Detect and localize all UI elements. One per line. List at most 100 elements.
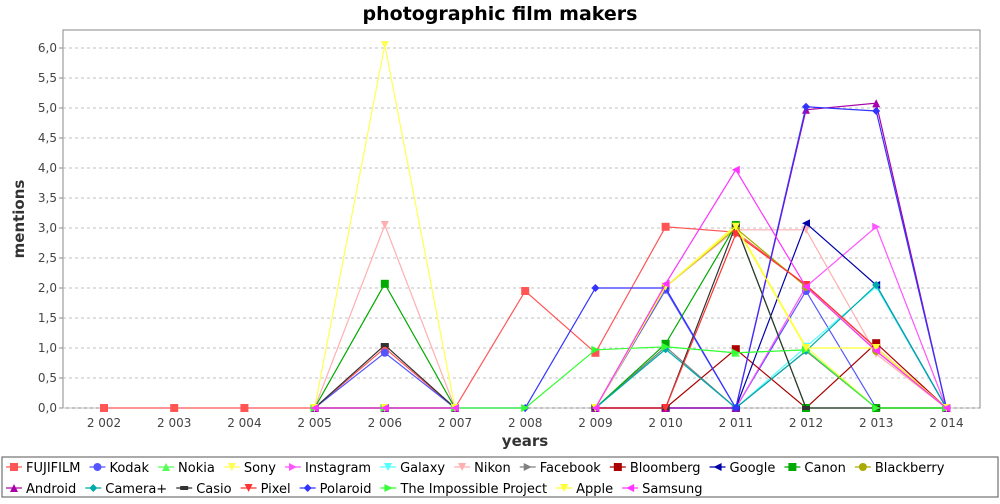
legend-label: Blackberry: [875, 461, 945, 476]
legend-marker-nikon: [458, 463, 467, 471]
legend-label: Instagram: [305, 461, 371, 476]
legend-item-facebook: Facebook: [519, 461, 602, 476]
data-point-fujifilm: [240, 404, 249, 412]
y-tick-label: 2,0: [38, 281, 57, 295]
data-point-polaroid: [731, 404, 740, 412]
x-tick-label: 2 011: [719, 416, 753, 430]
y-axis-title: mentions: [10, 180, 28, 259]
x-axis-title: years: [502, 432, 548, 450]
legend-label: The Impossible Project: [399, 482, 547, 497]
data-point-fujifilm: [100, 404, 108, 412]
legend-marker-fujifilm: [10, 463, 18, 471]
legend-label: Polaroid: [320, 482, 372, 497]
y-tick-label: 5,5: [38, 71, 57, 85]
data-point-the-impossible-project: [521, 404, 530, 412]
y-tick-label: 0,5: [38, 371, 57, 385]
legend-label: Facebook: [540, 461, 602, 476]
data-point-samsung: [661, 279, 670, 288]
y-tick-label: 1,5: [38, 311, 57, 325]
legend-label: Canon: [804, 461, 845, 476]
y-axis-ticks: 0,0 0,5 1,0 1,5 2,0 2,5 3,0 3,5 4,0 4,5 5,0 5,5 6,0: [38, 41, 63, 415]
legend-marker-sony: [227, 463, 236, 471]
data-point-casio: [380, 343, 389, 347]
legend-marker-bloomberg: [613, 463, 622, 471]
legend-item-sony: Sony: [223, 461, 276, 476]
legend-marker-blackberry: [858, 463, 867, 471]
legend-item-fujifilm: FUJIFILM: [6, 461, 80, 476]
legend-item-nikon: Nikon: [454, 461, 511, 476]
legend-item-google: Google: [709, 461, 776, 476]
data-point-casio: [802, 406, 810, 410]
data-point-bloomberg: [872, 339, 881, 348]
legend-item-galaxy: Galaxy: [380, 461, 445, 476]
x-tick-label: 2 009: [578, 416, 612, 430]
legend-label: Nikon: [474, 461, 511, 476]
series-layer: [100, 41, 951, 412]
legend-marker-camera: [89, 484, 98, 492]
legend-label: Sony: [244, 461, 276, 476]
data-point-samsung: [380, 404, 389, 412]
data-point-apple: [872, 344, 881, 352]
legend-label: Google: [730, 461, 776, 476]
legend-label: Camera+: [105, 482, 167, 497]
legend-item-apple: Apple: [556, 482, 613, 497]
legend-label: Bloomberg: [630, 461, 701, 476]
x-axis-ticks: 2 002 2 003 2 004 2 005 2 006 2 007 2 008 2 009…: [87, 408, 964, 430]
legend-marker-android: [10, 484, 18, 492]
legend-label: FUJIFILM: [26, 461, 80, 476]
data-point-pixel: [661, 404, 670, 412]
data-point-polaroid: [802, 102, 810, 111]
legend-marker-instagram: [288, 463, 297, 471]
data-point-apple: [802, 344, 810, 352]
legend-label: Android: [26, 482, 76, 497]
x-tick-label: 2 006: [368, 416, 402, 430]
legend-item-android: Android: [6, 482, 76, 497]
legend-marker-canon: [788, 463, 797, 471]
legend-item-pixel: Pixel: [240, 482, 291, 497]
data-point-sony: [380, 41, 389, 49]
legend-box: [1, 456, 999, 498]
data-point-samsung: [591, 404, 600, 412]
y-tick-label: 6,0: [38, 41, 57, 55]
series-samsung: [310, 165, 951, 412]
legend-label: Casio: [196, 482, 231, 497]
legend-label: Pixel: [261, 482, 291, 497]
legend-item-samsung: Samsung: [622, 482, 703, 497]
x-tick-label: 2 013: [859, 416, 893, 430]
legend-marker-casio: [180, 486, 189, 490]
legend-label: Kodak: [109, 461, 149, 476]
legend-item-nokia: Nokia: [158, 461, 215, 476]
chart-title: photographic film makers: [363, 3, 638, 25]
legend-item-kodak: Kodak: [89, 461, 149, 476]
data-point-fujifilm: [591, 348, 600, 357]
legend-item-blackberry: Blackberry: [854, 461, 945, 476]
y-tick-label: 1,0: [38, 341, 57, 355]
data-point-fujifilm: [170, 404, 179, 412]
legend: FUJIFILM Kodak Nokia Sony Instagram Galaxy Nik…: [6, 461, 945, 497]
x-tick-label: 2 004: [227, 416, 261, 430]
data-point-samsung: [451, 404, 459, 412]
x-tick-label: 2 007: [438, 416, 472, 430]
data-point-android: [872, 99, 881, 108]
x-tick-label: 2 012: [789, 416, 823, 430]
legend-marker-the-impossible-project: [384, 484, 393, 492]
legend-label: Nokia: [178, 461, 215, 476]
data-point-samsung: [310, 404, 319, 412]
y-tick-label: 4,5: [38, 131, 57, 145]
y-tick-label: 4,0: [38, 161, 57, 175]
legend-item-canon: Canon: [784, 461, 846, 476]
legend-item-camera: Camera+: [85, 482, 167, 497]
data-point-polaroid: [591, 284, 600, 292]
data-point-fujifilm: [521, 287, 530, 295]
x-tick-label: 2 014: [929, 416, 963, 430]
legend-marker-pixel: [244, 484, 253, 492]
y-tick-label: 3,5: [38, 191, 57, 205]
legend-item-bloomberg: Bloomberg: [609, 461, 701, 476]
x-tick-label: 2 003: [157, 416, 191, 430]
data-point-canon: [661, 339, 670, 348]
data-point-samsung: [942, 404, 951, 412]
legend-marker-polaroid: [303, 484, 312, 492]
legend-label: Galaxy: [400, 461, 445, 476]
data-point-kodak: [380, 348, 389, 357]
